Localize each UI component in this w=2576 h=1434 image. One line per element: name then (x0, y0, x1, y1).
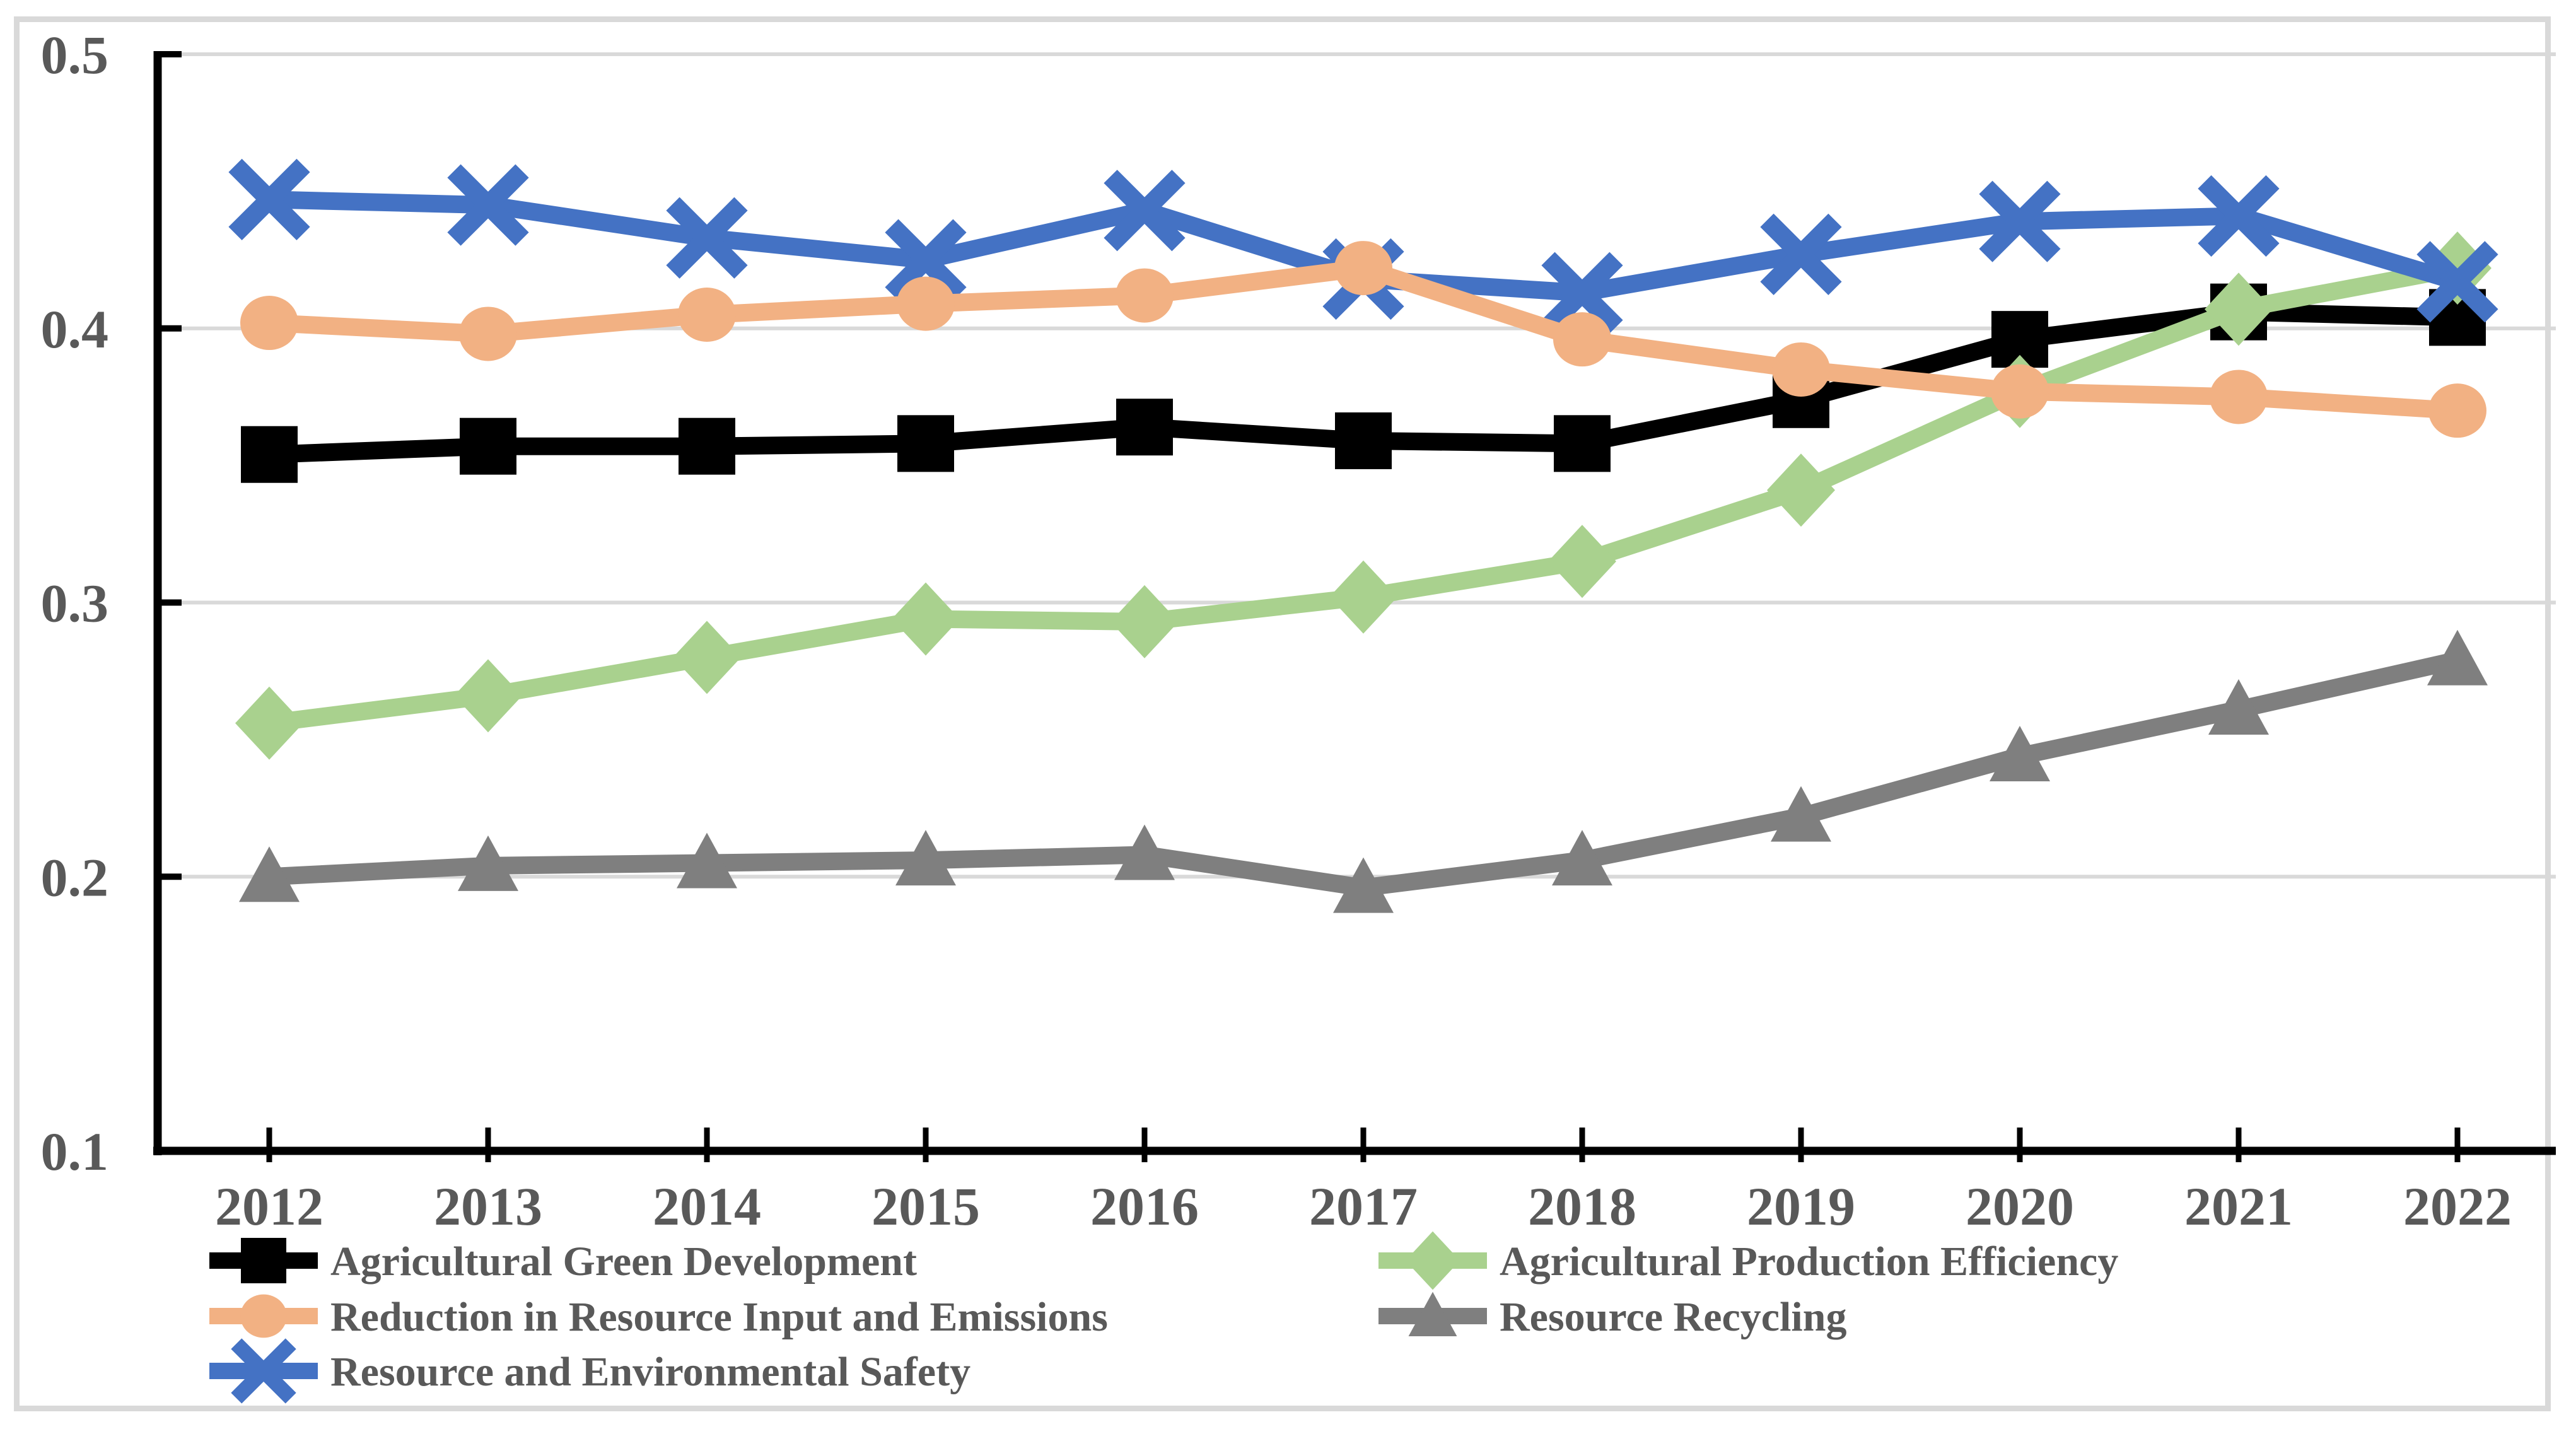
marker-x-2022 (2416, 241, 2498, 323)
marker-triangle-2019 (1771, 786, 1831, 842)
series-line-diamond (268, 259, 2459, 732)
series-triangle (239, 629, 2488, 913)
marker-circle-2021 (2210, 370, 2268, 424)
marker-x-2020 (1979, 180, 2061, 262)
legend-swatch-square-icon (241, 1238, 286, 1283)
marker-triangle-2016 (1114, 824, 1175, 880)
marker-x-2013 (447, 164, 529, 246)
series-diamond (235, 231, 2491, 760)
x-tick-label-2015: 2015 (871, 1176, 980, 1237)
marker-x-2012 (228, 158, 310, 241)
marker-square-2018 (1554, 415, 1611, 472)
series-square (241, 283, 2486, 483)
legend-item-3: Reduction in Resource Input and Emission… (209, 1294, 1108, 1340)
marker-diamond-2019 (1767, 453, 1835, 527)
x-tick-label-2021: 2021 (2184, 1176, 2293, 1237)
marker-x-2019 (1760, 213, 1842, 295)
legend-label-2: Agricultural Production Efficiency (1500, 1239, 2118, 1285)
legend-item-1: Agricultural Green Development (209, 1238, 917, 1285)
x-tick-label-2012: 2012 (215, 1176, 323, 1237)
x-tick-label-2020: 2020 (1966, 1176, 2074, 1237)
marker-triangle-2013 (458, 835, 518, 891)
legend-swatch-circle-icon (240, 1294, 287, 1338)
marker-x-2014 (666, 197, 748, 279)
marker-x-2018 (1541, 252, 1623, 334)
marker-circle-2015 (897, 276, 955, 331)
legend-item-2: Agricultural Production Efficiency (1378, 1231, 2118, 1290)
marker-diamond-2017 (1329, 560, 1397, 634)
marker-triangle-2021 (2208, 679, 2269, 735)
marker-square-2016 (1116, 399, 1173, 456)
marker-circle-2012 (240, 296, 298, 351)
marker-square-2014 (679, 417, 735, 475)
y-tick-label-0.4: 0.4 (41, 299, 109, 359)
marker-triangle-2012 (239, 846, 300, 902)
figure-border (14, 16, 2551, 1411)
x-tick-label-2014: 2014 (653, 1176, 761, 1237)
legend-label-1: Agricultural Green Development (330, 1239, 917, 1285)
legend-swatch-triangle-icon (1408, 1291, 1457, 1336)
legend-swatch-x-icon (231, 1338, 296, 1404)
y-tick-label-0.2: 0.2 (41, 847, 109, 907)
series-circle (240, 241, 2486, 438)
marker-triangle-2022 (2427, 629, 2488, 685)
marker-diamond-2021 (2205, 272, 2273, 346)
legend-item-5: Resource and Environmental Safety (209, 1338, 970, 1404)
marker-triangle-2018 (1552, 830, 1612, 886)
marker-x-2021 (2198, 175, 2280, 257)
marker-circle-2020 (1991, 364, 2049, 419)
y-tick-label-0.5: 0.5 (41, 25, 109, 85)
marker-diamond-2014 (673, 621, 741, 694)
x-tick-label-2013: 2013 (434, 1176, 542, 1237)
legend-label-5: Resource and Environmental Safety (330, 1349, 970, 1395)
legend-item-4: Resource Recycling (1378, 1291, 1846, 1340)
legend-label-4: Resource Recycling (1500, 1294, 1846, 1340)
marker-circle-2014 (678, 288, 736, 342)
marker-diamond-2013 (454, 659, 522, 733)
marker-square-2013 (460, 417, 516, 475)
marker-diamond-2018 (1548, 525, 1616, 598)
x-tick-label-2018: 2018 (1528, 1176, 1636, 1237)
legend-swatch-diamond-icon (1405, 1231, 1460, 1290)
marker-circle-2019 (1772, 342, 1830, 397)
y-tick-label-0.3: 0.3 (41, 573, 109, 634)
marker-circle-2017 (1334, 241, 1392, 296)
marker-square-2017 (1335, 412, 1392, 469)
marker-diamond-2016 (1110, 585, 1179, 658)
marker-diamond-2012 (235, 686, 303, 760)
marker-circle-2016 (1116, 268, 1174, 323)
marker-triangle-2015 (895, 830, 956, 886)
series-line-triangle (269, 651, 2460, 897)
y-tick-label-0.1: 0.1 (41, 1121, 109, 1182)
marker-square-2012 (241, 426, 298, 483)
marker-circle-2013 (459, 306, 517, 361)
legend-label-3: Reduction in Resource Input and Emission… (330, 1294, 1108, 1340)
marker-x-2016 (1104, 170, 1186, 252)
x-tick-label-2017: 2017 (1309, 1176, 1418, 1237)
marker-square-2015 (897, 415, 954, 472)
marker-triangle-2020 (1990, 725, 2050, 781)
marker-triangle-2017 (1333, 857, 1394, 913)
marker-diamond-2015 (892, 582, 960, 656)
marker-circle-2022 (2428, 383, 2486, 438)
marker-x-2015 (885, 219, 967, 301)
x-tick-label-2019: 2019 (1747, 1176, 1855, 1237)
x-tick-label-2016: 2016 (1090, 1176, 1199, 1237)
marker-triangle-2014 (677, 832, 737, 889)
marker-circle-2018 (1553, 312, 1611, 367)
x-tick-label-2022: 2022 (2403, 1176, 2512, 1237)
